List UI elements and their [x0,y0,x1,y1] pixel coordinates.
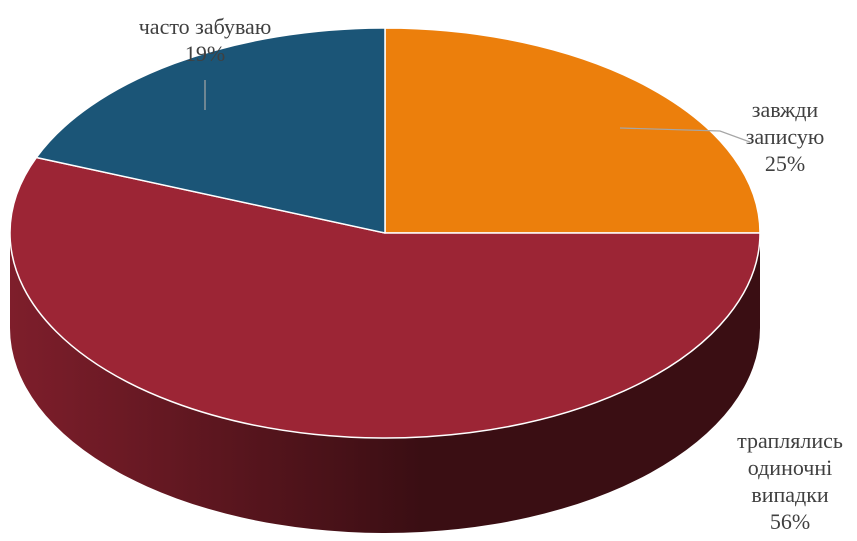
slice-category-label: траплялись [737,428,843,453]
pie-slice-1 [9,156,761,439]
slice-category-label: часто забуваю [139,14,272,39]
slice-category-label: завжди [752,97,819,122]
slice-value-label: 25% [765,151,805,176]
pie-slice-layer [9,27,761,439]
slice-category-label: випадки [751,482,829,507]
slice-category-label: одиночні [748,455,833,480]
pie-side-wall [10,233,760,533]
slice-category-label: записую [746,124,825,149]
pie-slice-0 [384,27,761,234]
slice-value-label: 56% [770,509,810,534]
slice-value-label: 19% [185,41,225,66]
pie-slice-2 [35,27,386,234]
pie-leader-layer [204,80,751,143]
label-leader-line [619,127,751,143]
pie-side-layer [10,233,760,533]
